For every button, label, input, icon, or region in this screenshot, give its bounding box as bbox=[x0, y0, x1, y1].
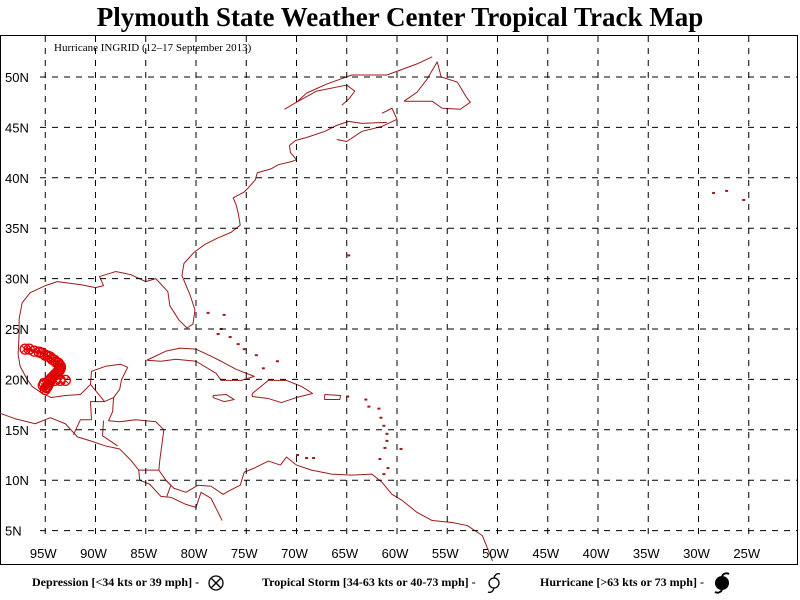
coastline bbox=[165, 479, 172, 497]
lat-label: 10N bbox=[5, 473, 29, 488]
island bbox=[399, 447, 403, 450]
storm-track bbox=[19, 343, 71, 396]
coastline bbox=[17, 318, 493, 562]
lon-label: 55W bbox=[432, 546, 459, 561]
coastline bbox=[146, 347, 255, 381]
island bbox=[386, 467, 390, 470]
coastline bbox=[403, 61, 471, 110]
storm-label: Hurricane INGRID (12–17 September 2013) bbox=[54, 42, 252, 54]
island bbox=[242, 348, 246, 351]
island bbox=[383, 446, 387, 449]
coastline bbox=[90, 384, 114, 403]
lat-lon-grid bbox=[40, 36, 797, 535]
coastline bbox=[18, 120, 387, 329]
longitude-labels: 95W 90W 85W 80W 75W 70W 65W 60W 55W 50W 45W 40W 35W 3… bbox=[30, 546, 761, 561]
lat-label: 5N bbox=[5, 524, 22, 539]
lon-label: 70W bbox=[281, 546, 308, 561]
island bbox=[312, 457, 316, 460]
lat-label: 45N bbox=[5, 120, 29, 135]
legend-hurricane: Hurricane [>63 kts or 73 mph] - bbox=[540, 572, 733, 594]
coastlines bbox=[0, 56, 746, 562]
lon-label: 95W bbox=[30, 546, 57, 561]
legend-hurricane-label: Hurricane [>63 kts or 73 mph] - bbox=[540, 575, 704, 589]
tropical-storm-icon bbox=[487, 573, 500, 594]
coastline bbox=[324, 394, 342, 401]
depression-icon bbox=[208, 575, 224, 591]
lon-label: 85W bbox=[130, 546, 157, 561]
island bbox=[385, 439, 389, 442]
island bbox=[725, 189, 729, 192]
island bbox=[275, 360, 279, 363]
legend-tropical-storm: Tropical Storm [34-63 kts or 40-73 mph] … bbox=[262, 572, 505, 594]
legend: Depression [<34 kts or 39 mph] - Tropica… bbox=[0, 566, 800, 598]
island bbox=[261, 367, 265, 370]
lat-label: 40N bbox=[5, 171, 29, 186]
lon-label: 65W bbox=[331, 546, 358, 561]
lat-label: 30N bbox=[5, 272, 29, 287]
island bbox=[206, 311, 210, 314]
island bbox=[346, 395, 350, 398]
lon-label: 60W bbox=[382, 546, 409, 561]
lon-label: 90W bbox=[80, 546, 107, 561]
island bbox=[296, 454, 300, 456]
island bbox=[254, 354, 258, 357]
coastline bbox=[251, 379, 314, 404]
island bbox=[378, 458, 382, 461]
lat-label: 50N bbox=[5, 70, 29, 85]
lat-label: 20N bbox=[5, 372, 29, 387]
lat-label: 35N bbox=[5, 221, 29, 236]
island bbox=[385, 432, 389, 435]
map-frame bbox=[0, 35, 798, 565]
island bbox=[742, 198, 746, 201]
lon-label: 30W bbox=[683, 546, 710, 561]
coastline bbox=[296, 56, 433, 103]
latitude-labels: 50N 45N 40N 35N 30N 25N 20N 15N 10N 5N bbox=[5, 70, 29, 539]
page-title: Plymouth State Weather Center Tropical T… bbox=[96, 2, 704, 32]
lat-label: 25N bbox=[5, 322, 29, 337]
island bbox=[712, 191, 716, 194]
track-marker[interactable] bbox=[38, 377, 50, 390]
lon-label: 45W bbox=[532, 546, 559, 561]
lon-label: 40W bbox=[583, 546, 610, 561]
island bbox=[367, 405, 371, 408]
island bbox=[305, 457, 309, 460]
island bbox=[228, 336, 232, 339]
track-marker[interactable] bbox=[59, 374, 71, 387]
legend-tropical-storm-label: Tropical Storm [34-63 kts or 40-73 mph] … bbox=[262, 575, 476, 589]
coastline bbox=[284, 84, 356, 110]
island bbox=[379, 416, 383, 419]
island bbox=[347, 254, 351, 257]
lat-label: 15N bbox=[5, 423, 29, 438]
island bbox=[382, 424, 386, 427]
island bbox=[236, 343, 240, 346]
legend-depression: Depression [<34 kts or 39 mph] - bbox=[32, 572, 226, 592]
legend-depression-label: Depression [<34 kts or 39 mph] - bbox=[32, 575, 200, 589]
lon-label: 35W bbox=[633, 546, 660, 561]
island bbox=[382, 473, 386, 476]
track-map[interactable]: 50N 45N 40N 35N 30N 25N 20N 15N 10N 5N 95W 90W 85W 8… bbox=[0, 0, 800, 566]
lon-label: 25W bbox=[733, 546, 760, 561]
coastline bbox=[212, 394, 235, 403]
island bbox=[377, 407, 381, 410]
coastline bbox=[102, 420, 118, 447]
lon-label: 75W bbox=[231, 546, 258, 561]
island bbox=[364, 398, 368, 401]
lon-label: 80W bbox=[181, 546, 208, 561]
coastline bbox=[0, 412, 223, 521]
lon-label: 50W bbox=[482, 546, 509, 561]
hurricane-icon bbox=[714, 572, 730, 594]
island bbox=[222, 313, 226, 316]
island bbox=[216, 333, 220, 336]
coastline bbox=[336, 107, 398, 143]
